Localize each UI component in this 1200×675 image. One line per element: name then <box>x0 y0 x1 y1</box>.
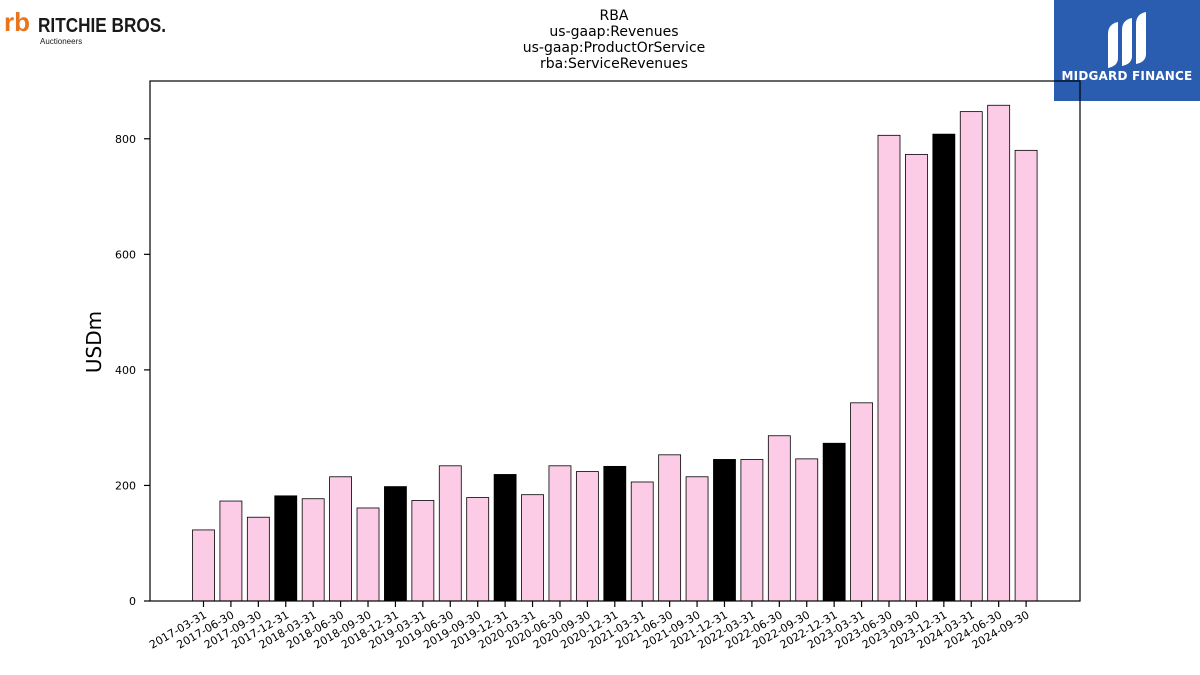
bar <box>905 153 928 602</box>
bar <box>740 459 764 602</box>
bar <box>630 481 654 602</box>
y-tick-label: 800 <box>115 133 136 146</box>
bars-group <box>192 104 1038 602</box>
bar <box>493 474 517 602</box>
y-tick-label: 400 <box>115 364 136 377</box>
bar <box>192 529 215 602</box>
bar <box>685 476 709 602</box>
midgard-finance-name: MIDGARD FINANCE <box>1061 69 1193 83</box>
chart-title-line: us-gaap:ProductOrService <box>523 40 706 56</box>
ritchie-bros-wordmark: RITCHIE BROS. <box>38 15 166 37</box>
bar <box>384 486 407 602</box>
midgard-mark-icon <box>1108 12 1146 68</box>
chart-title-line: rba:ServiceRevenues <box>540 56 688 72</box>
y-axis: 0 200 400 600 800 <box>115 133 150 608</box>
bar <box>356 507 380 602</box>
y-tick-label: 600 <box>115 248 136 261</box>
bar <box>987 104 1011 602</box>
bar <box>1014 149 1038 602</box>
bar <box>603 465 627 602</box>
bar <box>932 133 956 602</box>
bar <box>658 454 682 602</box>
ritchie-bros-logo: rb RITCHIE BROS. Auctioneers <box>4 4 174 48</box>
bar <box>246 516 270 602</box>
bar <box>767 435 791 602</box>
ritchie-bros-tagline: Auctioneers <box>40 37 82 46</box>
bar <box>850 402 873 602</box>
bar <box>877 134 901 602</box>
ritchie-bros-logo-graphic: rb RITCHIE BROS. Auctioneers <box>4 7 166 46</box>
chart-title: RBAus-gaap:Revenuesus-gaap:ProductOrServ… <box>523 8 706 72</box>
bar <box>713 459 736 602</box>
bar <box>822 442 846 602</box>
midgard-finance-logo: MIDGARD FINANCE <box>1054 0 1200 101</box>
y-tick-label: 200 <box>115 479 136 492</box>
bar <box>301 498 325 602</box>
ritchie-bros-glyph: rb <box>4 7 30 37</box>
bar <box>411 500 435 602</box>
y-axis-label: USDm <box>82 311 106 373</box>
bar <box>959 111 983 602</box>
chart-title-line: RBA <box>600 8 629 24</box>
bar <box>274 495 298 602</box>
bar <box>548 465 572 602</box>
bar <box>575 471 599 602</box>
bar <box>438 465 462 602</box>
bar <box>795 458 819 602</box>
bar <box>219 500 243 602</box>
bar <box>521 494 544 602</box>
y-tick-label: 0 <box>129 595 136 608</box>
bar <box>329 476 353 602</box>
bar <box>466 497 490 602</box>
x-axis: 2017-03-312017-06-302017-09-302017-12-31… <box>147 601 1032 652</box>
chart-title-line: us-gaap:Revenues <box>549 24 678 40</box>
